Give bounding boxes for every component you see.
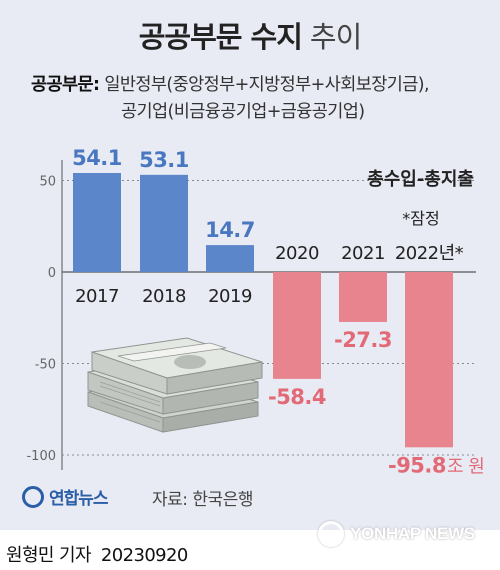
bar [206,245,254,272]
value-label: -95.8 [388,453,446,477]
chart-title: 공공부문 수지 추이 [0,14,500,56]
money-stack-illustration [87,337,263,433]
bar [405,272,453,448]
x-tick-label: 2019 [208,286,252,307]
subtitle-line-1: 일반정부(중앙정부+지방정부+사회보장기금), [104,75,429,95]
value-label: 14.7 [205,218,255,242]
series-label: 총수입-총지출 [367,168,474,190]
title-main: 공공부문 수지 [138,20,303,54]
value-label: -27.3 [334,328,392,352]
publish-date: 20230920 [100,545,188,566]
bar [273,272,321,379]
yonhap-logo: 연합뉴스 [22,484,109,509]
value-label: -58.4 [268,385,326,409]
subtitle-line-2: 공기업(비금융공기업+금융공기업) [121,102,365,122]
yonhap-logo-icon [22,485,44,508]
bar-chart: 50 0 -50 -100 54.1 2017 53.1 2018 14.7 2019 -58.4… [26,146,484,477]
y-tick-label: 50 [39,175,56,190]
x-tick-label: 2017 [75,286,119,307]
x-tick-label: 2020 [275,243,319,264]
data-source: 자료: 한국은행 [152,490,253,510]
watermark-icon [318,521,344,547]
y-tick-label: 0 [48,266,56,281]
chart-subtitle: 공공부문: 일반정부(중앙정부+지방정부+사회보장기금), 공기업(비금융공기업… [31,72,491,126]
subtitle-key: 공공부문: [31,75,100,95]
x-tick-label: 2021 [341,243,385,264]
yonhap-news-watermark: YONHAP NEWS [318,521,475,547]
bar [140,174,188,272]
value-label: 53.1 [139,148,189,172]
value-label: 54.1 [72,146,122,170]
x-tick-label: 2018 [142,286,186,307]
bar [73,172,121,272]
unit-label: 조 원 [447,456,484,477]
x-tick-label: 2022년* [395,243,464,264]
provisional-note: *잠정 [402,209,439,228]
watermark-text: YONHAP NEWS [350,524,475,543]
reporter-name: 원형민 기자 [6,545,92,566]
bar [339,272,387,322]
footer-credit: 원형민 기자 20230920 [6,541,188,567]
brand-name: 연합뉴스 [49,489,109,509]
y-tick-label: -100 [26,449,56,464]
y-tick-label: -50 [35,358,56,373]
title-suffix: 추이 [309,20,362,54]
